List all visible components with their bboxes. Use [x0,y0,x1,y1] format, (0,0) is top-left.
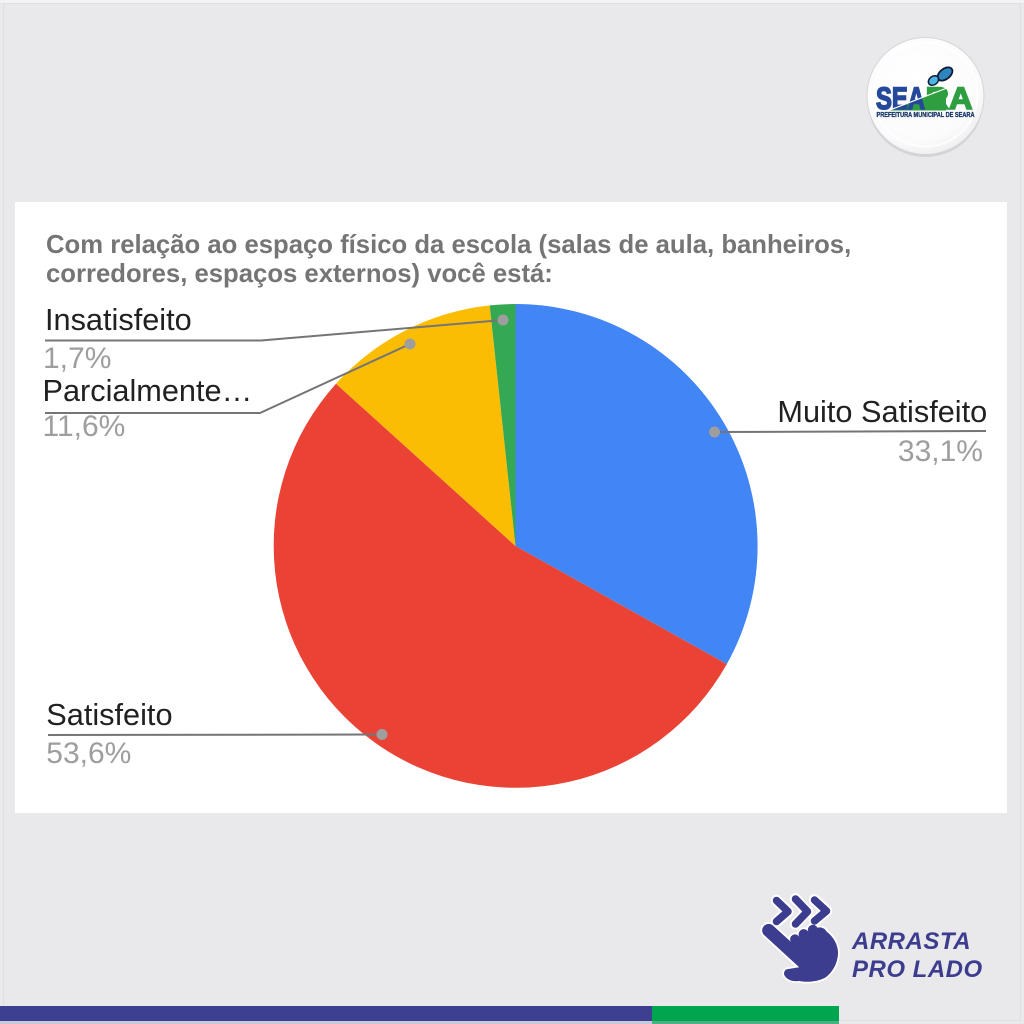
svg-text:SEA: SEA [876,80,925,116]
svg-text:RA: RA [926,80,973,116]
svg-text:PREFEITURA MUNICIPAL DE SEARA: PREFEITURA MUNICIPAL DE SEARA [877,112,975,119]
